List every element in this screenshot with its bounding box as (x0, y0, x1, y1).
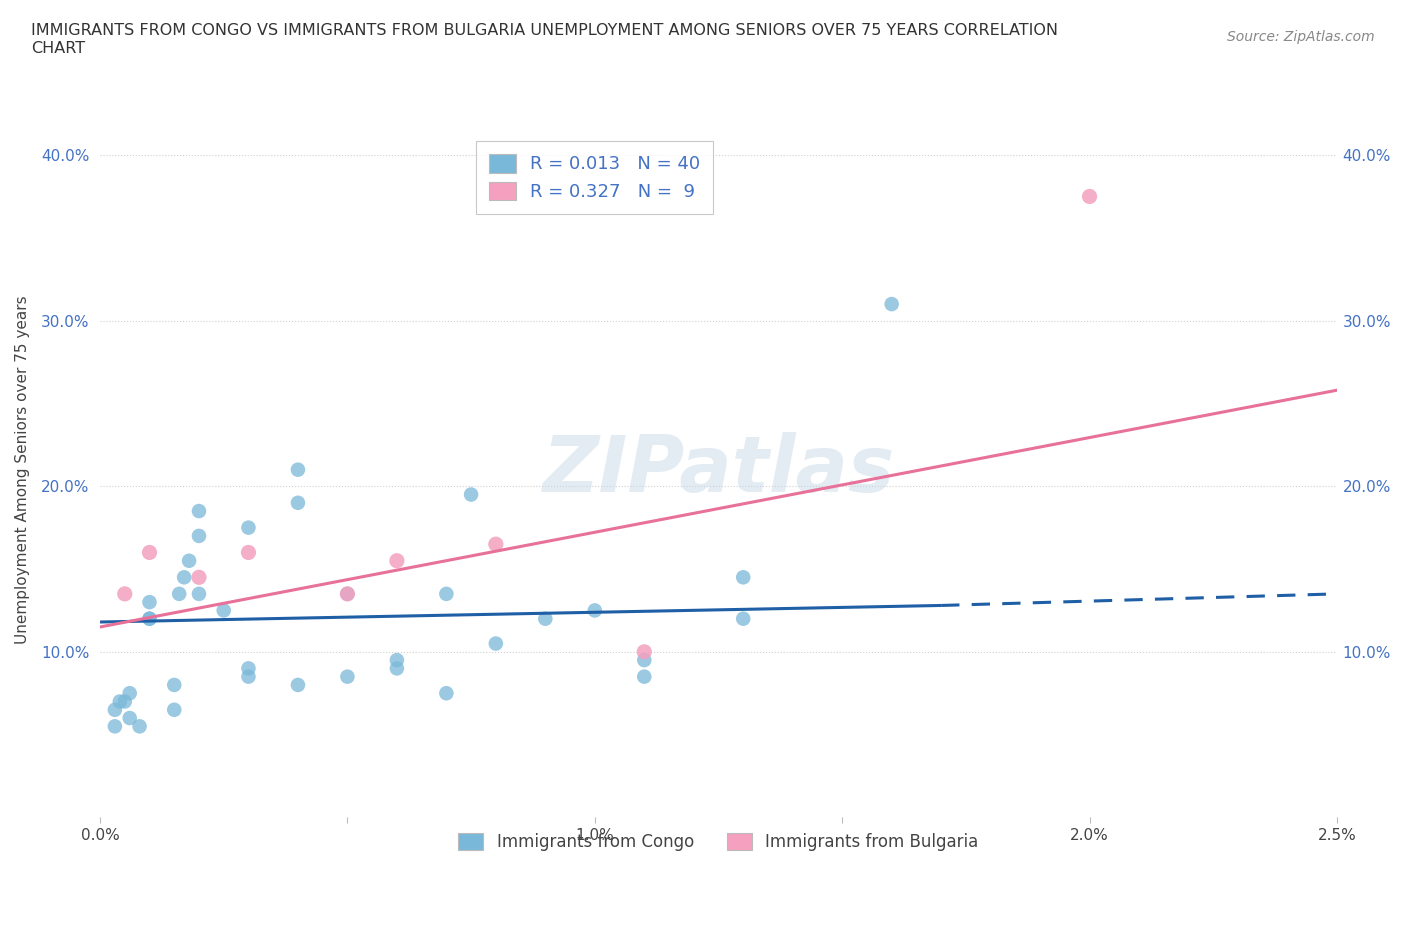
Point (287, 677, 309, 692)
Point (336, 587, 359, 602)
Point (138, 611, 160, 626)
Point (385, 661, 408, 676)
Legend: Immigrants from Congo, Immigrants from Bulgaria: Immigrants from Congo, Immigrants from B… (451, 826, 986, 857)
Point (163, 702, 186, 717)
Point (434, 587, 457, 602)
Point (104, 702, 127, 717)
Point (336, 587, 359, 602)
Point (633, 644, 655, 659)
Point (188, 504, 211, 519)
Point (114, 694, 136, 709)
Point (138, 545, 160, 560)
Point (485, 636, 508, 651)
Point (485, 537, 508, 551)
Point (104, 719, 127, 734)
Text: Source: ZipAtlas.com: Source: ZipAtlas.com (1227, 30, 1375, 44)
Point (1078, 189, 1101, 204)
Point (880, 297, 903, 312)
Point (385, 653, 408, 668)
Point (163, 677, 186, 692)
Point (167, 587, 190, 602)
Point (385, 553, 408, 568)
Point (534, 611, 557, 626)
Point (287, 496, 309, 511)
Point (188, 570, 211, 585)
Point (212, 603, 235, 618)
Point (238, 545, 260, 560)
Point (336, 670, 359, 684)
Point (633, 653, 655, 668)
Text: ZIPatlas: ZIPatlas (543, 432, 894, 508)
Point (128, 719, 150, 734)
Point (733, 611, 755, 626)
Point (118, 711, 141, 725)
Point (173, 570, 195, 585)
Point (733, 570, 755, 585)
Point (238, 520, 260, 535)
Y-axis label: Unemployment Among Seniors over 75 years: Unemployment Among Seniors over 75 years (15, 296, 30, 644)
Point (460, 487, 482, 502)
Point (188, 587, 211, 602)
Text: IMMIGRANTS FROM CONGO VS IMMIGRANTS FROM BULGARIA UNEMPLOYMENT AMONG SENIORS OVE: IMMIGRANTS FROM CONGO VS IMMIGRANTS FROM… (31, 23, 1057, 56)
Point (114, 587, 136, 602)
Point (177, 553, 200, 568)
Point (118, 685, 141, 700)
Point (633, 670, 655, 684)
Point (583, 603, 606, 618)
Point (238, 661, 260, 676)
Point (108, 694, 131, 709)
Point (188, 528, 211, 543)
Point (138, 611, 160, 626)
Point (138, 594, 160, 609)
Point (434, 685, 457, 700)
Point (287, 462, 309, 477)
Point (238, 670, 260, 684)
